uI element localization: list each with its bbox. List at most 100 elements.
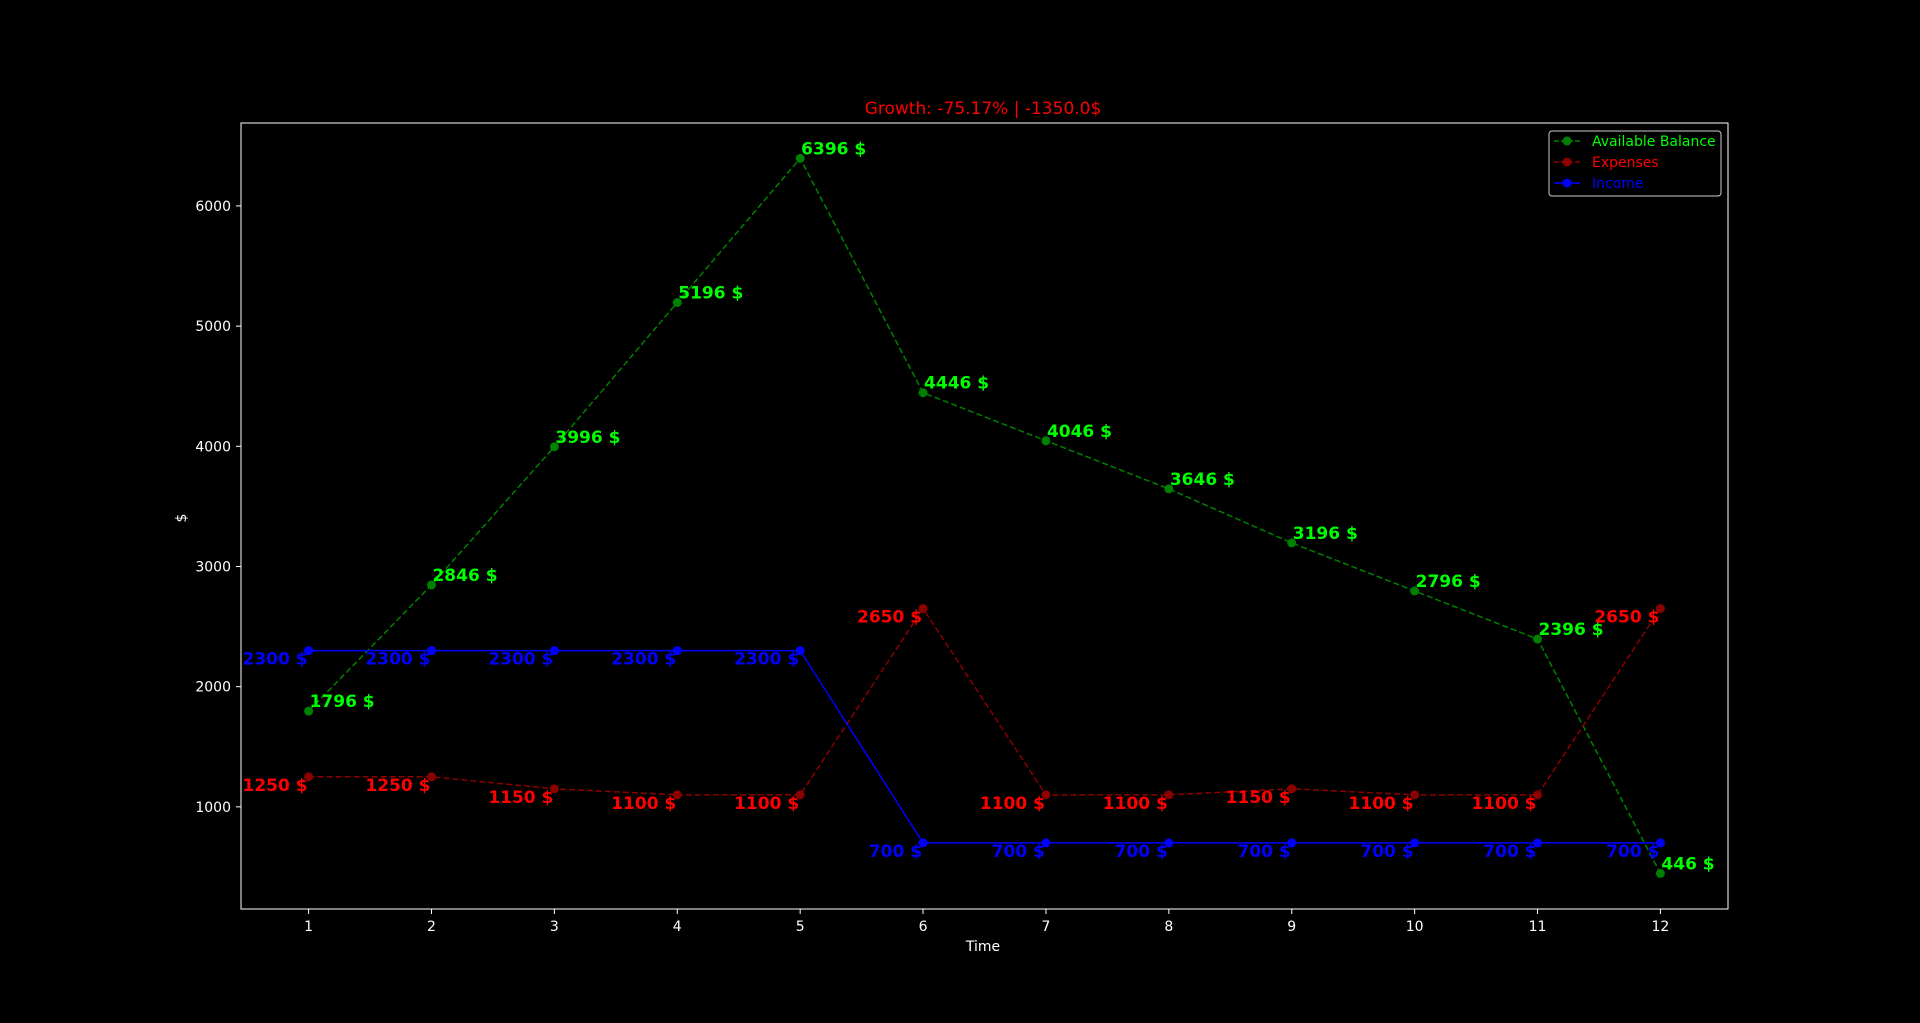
data-point-expenses <box>1164 790 1174 800</box>
data-label-available-balance: 4046 $ <box>1047 422 1112 442</box>
data-point-expenses <box>426 772 436 782</box>
data-point-available-balance <box>304 706 314 716</box>
x-tick-label: 9 <box>1287 919 1296 935</box>
data-label-income: 700 $ <box>1115 842 1168 862</box>
data-label-expenses: 1250 $ <box>365 776 430 796</box>
x-tick-label: 3 <box>550 919 559 935</box>
data-point-expenses <box>672 790 682 800</box>
data-point-income <box>426 646 436 656</box>
data-point-income <box>1041 838 1051 848</box>
data-label-available-balance: 5196 $ <box>678 284 743 304</box>
data-point-expenses <box>549 784 559 794</box>
data-point-available-balance <box>1410 586 1420 596</box>
data-label-expenses: 1250 $ <box>243 776 308 796</box>
data-label-income: 2300 $ <box>488 650 553 670</box>
chart-title: Growth: -75.17% | -1350.0$ <box>865 99 1102 119</box>
series-expenses <box>304 604 1665 800</box>
data-label-available-balance: 446 $ <box>1661 854 1714 874</box>
data-label-income: 700 $ <box>992 842 1045 862</box>
data-label-expenses: 1150 $ <box>488 788 553 808</box>
data-label-income: 700 $ <box>1606 842 1659 862</box>
data-label-available-balance: 3646 $ <box>1170 470 1235 490</box>
data-point-expenses <box>1287 784 1297 794</box>
y-tick-label: 1000 <box>195 800 231 816</box>
data-point-income <box>1287 838 1297 848</box>
legend-box <box>1548 130 1722 197</box>
legend: Available Balance Expenses Income <box>1548 130 1722 197</box>
data-point-income <box>795 646 805 656</box>
data-label-income: 700 $ <box>1483 842 1536 862</box>
legend-item-expenses: Expenses <box>1554 155 1659 171</box>
series-line-expenses <box>308 607 1662 796</box>
data-label-income: 2300 $ <box>365 650 430 670</box>
plot-frame <box>240 122 1729 910</box>
data-label-available-balance: 2846 $ <box>432 566 497 586</box>
data-label-income: 2300 $ <box>611 650 676 670</box>
legend-item-available-balance: Available Balance <box>1554 134 1716 150</box>
data-label-expenses: 1100 $ <box>980 794 1045 814</box>
y-axis-label: $ <box>174 514 190 523</box>
data-point-available-balance <box>426 580 436 590</box>
data-label-available-balance: 3996 $ <box>555 428 620 448</box>
x-tick-label: 8 <box>1164 919 1173 935</box>
data-point-available-balance <box>1287 538 1297 548</box>
data-point-income <box>304 646 314 656</box>
data-label-income: 2300 $ <box>734 650 799 670</box>
x-tick-label: 5 <box>796 919 805 935</box>
data-label-available-balance: 1796 $ <box>310 692 375 712</box>
data-label-available-balance: 4446 $ <box>924 374 989 394</box>
data-point-available-balance <box>1041 436 1051 446</box>
y-axis-label-group: $ <box>174 514 190 523</box>
series-available-balance <box>304 153 1665 878</box>
series-income <box>304 646 1665 848</box>
data-point-expenses <box>1655 604 1665 614</box>
data-label-expenses: 1100 $ <box>734 794 799 814</box>
data-point-available-balance <box>1164 484 1174 494</box>
data-point-available-balance <box>549 442 559 452</box>
data-point-expenses <box>1041 790 1051 800</box>
data-label-expenses: 2650 $ <box>1594 608 1659 628</box>
series-line-income <box>308 649 1661 844</box>
x-tick-label: 10 <box>1406 919 1424 935</box>
data-point-expenses <box>1410 790 1420 800</box>
data-point-income <box>1164 838 1174 848</box>
y-tick-label: 6000 <box>195 199 231 215</box>
data-label-available-balance: 6396 $ <box>801 139 866 159</box>
legend-marker-income <box>1562 178 1572 188</box>
data-point-income <box>918 838 928 848</box>
legend-label-expenses: Expenses <box>1592 155 1659 171</box>
data-label-income: 700 $ <box>869 842 922 862</box>
data-point-income <box>672 646 682 656</box>
data-label-expenses: 2650 $ <box>857 608 922 628</box>
data-point-income <box>1410 838 1420 848</box>
data-point-available-balance <box>918 388 928 398</box>
data-point-expenses <box>304 772 314 782</box>
data-point-available-balance <box>795 153 805 163</box>
data-label-available-balance: 2396 $ <box>1539 620 1604 640</box>
y-tick-label: 4000 <box>195 439 231 455</box>
y-tick-label: 3000 <box>195 559 231 575</box>
data-label-expenses: 1100 $ <box>1471 794 1536 814</box>
data-label-expenses: 1100 $ <box>611 794 676 814</box>
data-point-income <box>1655 838 1665 848</box>
x-tick-label: 7 <box>1041 919 1050 935</box>
series-layer <box>304 153 1665 878</box>
x-tick-label: 12 <box>1651 919 1669 935</box>
data-point-available-balance <box>672 298 682 308</box>
y-tick-label: 2000 <box>195 680 231 696</box>
data-label-expenses: 1100 $ <box>1103 794 1168 814</box>
data-point-available-balance <box>1655 868 1665 878</box>
legend-label-income: Income <box>1592 176 1644 192</box>
x-tick-label: 6 <box>919 919 928 935</box>
data-label-expenses: 1150 $ <box>1226 788 1291 808</box>
data-labels-layer: 1796 $ 2846 $ 3996 $ 5196 $ 6396 $ 4446 $ 4046… <box>243 139 1715 874</box>
x-tick-label: 2 <box>427 919 436 935</box>
y-tick-label: 5000 <box>195 319 231 335</box>
data-label-income: 700 $ <box>1237 842 1290 862</box>
x-tick-label: 4 <box>673 919 682 935</box>
x-tick-label: 11 <box>1529 919 1547 935</box>
legend-marker-expenses <box>1562 157 1572 167</box>
data-label-available-balance: 3196 $ <box>1293 524 1358 544</box>
